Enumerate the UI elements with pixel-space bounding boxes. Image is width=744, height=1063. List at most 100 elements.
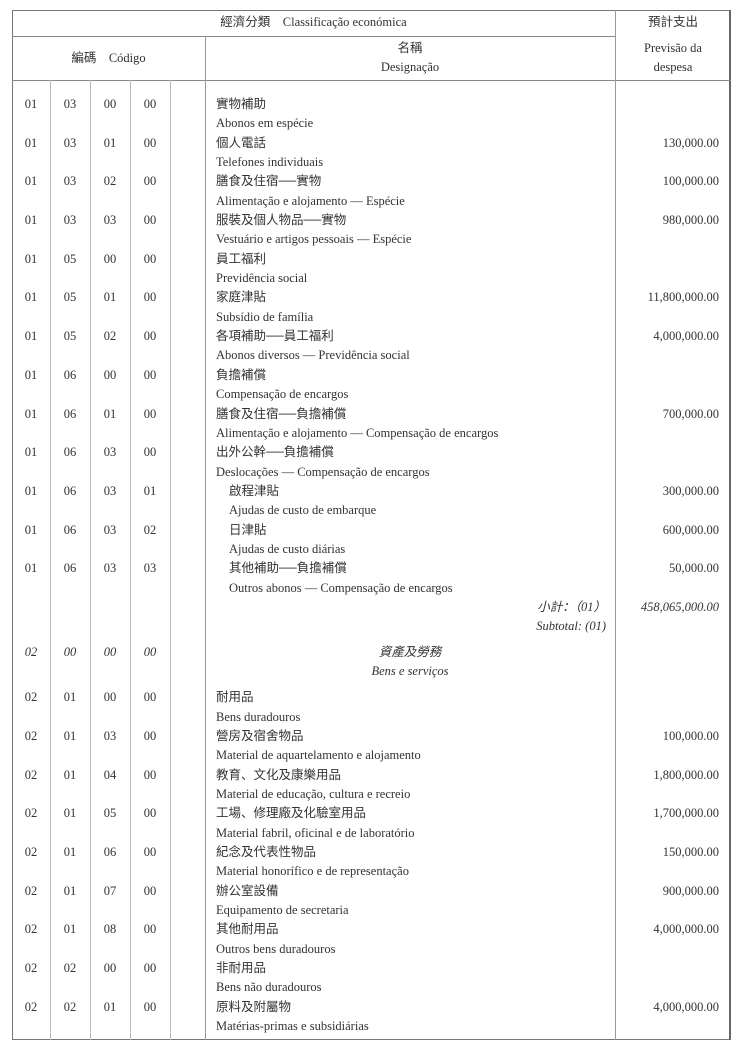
code-cell: 00 bbox=[143, 406, 157, 421]
code-cell: 00 bbox=[143, 729, 157, 743]
table-row-pt: Deslocações — Compensação de encargos bbox=[12, 463, 731, 482]
code-cell: 01 bbox=[24, 367, 38, 382]
table-row-pt: Alimentação e alojamento — Compensação d… bbox=[12, 424, 731, 443]
designation-pt: Abonos em espécie bbox=[216, 116, 314, 131]
code-cell: 00 bbox=[143, 290, 157, 305]
designation-pt: Alimentação e alojamento — Compensação d… bbox=[216, 425, 499, 440]
code-cell: 01 bbox=[24, 561, 38, 576]
code-cell: 05 bbox=[63, 290, 77, 305]
amount-cell: 11,800,000.00 bbox=[647, 290, 719, 305]
rows-group-01: 01 03 00 00 實物補助 Abonos em espécie 01 03 01 00 個人電… bbox=[12, 95, 731, 598]
table-row: 01 06 03 00 出外公幹──負擔補償 bbox=[12, 443, 731, 462]
code-cell: 05 bbox=[63, 329, 77, 344]
designation-zh: 負擔補償 bbox=[216, 367, 267, 382]
code-cell: 03 bbox=[103, 522, 117, 537]
table-row: 01 06 00 00 負擔補償 bbox=[12, 366, 731, 385]
designation-pt: Material de aquartelamento e alojamento bbox=[216, 748, 421, 763]
amount-cell: 130,000.00 bbox=[662, 135, 719, 150]
code-cell: 04 bbox=[103, 767, 117, 782]
designation-pt: Vestuário e artigos pessoais — Espécie bbox=[216, 232, 412, 247]
code-cell: 03 bbox=[63, 97, 77, 111]
table-row: 01 06 03 01 啟程津貼 300,000.00 bbox=[12, 482, 731, 501]
designation-pt: Bens não duradouros bbox=[216, 980, 322, 995]
forecast-header-pt-1: Previsão da bbox=[644, 41, 702, 55]
subtotal-label-zh: 小計：（01） bbox=[537, 599, 606, 614]
table-row-pt: Alimentação e alojamento — Espécie bbox=[12, 192, 731, 211]
code-cell: 03 bbox=[103, 213, 117, 228]
designation-pt: Telefones individuais bbox=[216, 155, 324, 170]
code-cell: 00 bbox=[143, 329, 157, 344]
code-cell: 03 bbox=[103, 445, 117, 460]
designation-zh: 實物補助 bbox=[216, 97, 267, 111]
table-row-pt: Ajudas de custo de embarque bbox=[12, 501, 731, 520]
amount-cell: 700,000.00 bbox=[662, 406, 719, 421]
table-row-pt: Previdência social bbox=[12, 269, 731, 288]
table-row: 01 05 02 00 各項補助──員工福利 4,000,000.00 bbox=[12, 327, 731, 346]
rows-group-02: 02 01 00 00 耐用品 Bens duradouros 02 01 03 00 營房及宿舍物… bbox=[12, 688, 731, 1036]
table-row: 01 05 00 00 員工福利 bbox=[12, 250, 731, 269]
amount-cell: 900,000.00 bbox=[662, 883, 719, 898]
code-cell: 02 bbox=[63, 999, 77, 1014]
table-row: 02 02 01 00 原料及附屬物 4,000,000.00 bbox=[12, 998, 731, 1017]
code-cell: 00 bbox=[143, 883, 157, 898]
code-cell: 01 bbox=[63, 806, 77, 821]
table-row: 01 03 00 00 實物補助 bbox=[12, 95, 731, 114]
designation-zh: 教育、文化及康樂用品 bbox=[216, 767, 342, 782]
code-cell: 03 bbox=[63, 213, 77, 228]
code-cell: 01 bbox=[63, 883, 77, 898]
table-row: 01 06 03 03 其他補助──負擔補償 50,000.00 bbox=[12, 559, 731, 578]
designation-pt: Material fabril, oficinal e de laboratór… bbox=[216, 825, 415, 840]
code-cell: 02 bbox=[103, 174, 117, 189]
code-cell: 07 bbox=[103, 883, 117, 898]
classification-header: 經濟分類 Classificação económica bbox=[220, 15, 407, 29]
code-cell: 00 bbox=[143, 644, 157, 659]
amount-cell: 1,700,000.00 bbox=[653, 806, 719, 821]
code-cell: 01 bbox=[103, 135, 117, 150]
designation-pt: Deslocações — Compensação de encargos bbox=[216, 464, 430, 479]
code-cell: 00 bbox=[143, 174, 157, 189]
budget-table-frame bbox=[12, 10, 731, 1040]
amount-cell: 1,800,000.00 bbox=[653, 767, 719, 782]
designation-header-zh: 名稱 bbox=[397, 41, 423, 55]
amount-cell: 300,000.00 bbox=[662, 483, 719, 498]
code-cell: 00 bbox=[143, 922, 157, 937]
column-divider-designation bbox=[205, 36, 206, 1040]
subtotal-row: 小計：（01） 458,065,000.00 bbox=[12, 598, 731, 617]
code-cell: 00 bbox=[143, 251, 157, 266]
code-cell: 02 bbox=[24, 883, 38, 898]
code-cell: 02 bbox=[24, 644, 38, 659]
code-cell: 00 bbox=[143, 135, 157, 150]
code-cell: 00 bbox=[143, 690, 157, 705]
amount-cell: 600,000.00 bbox=[662, 522, 719, 537]
code-cell: 03 bbox=[103, 483, 117, 498]
table-row-pt: Telefones individuais bbox=[12, 153, 731, 172]
code-cell: 01 bbox=[143, 483, 157, 498]
designation-zh: 膳食及住宿──負擔補償 bbox=[216, 406, 347, 421]
code-cell: 02 bbox=[24, 961, 38, 976]
table-row: 01 03 03 00 服裝及個人物品──實物 980,000.00 bbox=[12, 211, 731, 230]
code-cell: 05 bbox=[103, 806, 117, 821]
code-cell: 00 bbox=[143, 961, 157, 976]
code-cell: 01 bbox=[24, 445, 38, 460]
code-cell: 02 bbox=[143, 522, 157, 537]
designation-pt: Compensação de encargos bbox=[216, 387, 349, 402]
code-cell: 01 bbox=[24, 135, 38, 150]
column-divider-amount bbox=[615, 10, 616, 1040]
designation-zh: 原料及附屬物 bbox=[216, 999, 292, 1014]
code-cell: 01 bbox=[24, 522, 38, 537]
table-row-pt: Material de aquartelamento e alojamento bbox=[12, 746, 731, 765]
code-cell: 03 bbox=[63, 174, 77, 189]
code-cell: 01 bbox=[24, 406, 38, 421]
table-row: 02 01 05 00 工場、修理廠及化驗室用品 1,700,000.00 bbox=[12, 804, 731, 823]
designation-zh: 員工福利 bbox=[216, 251, 267, 266]
code-cell: 06 bbox=[63, 561, 77, 576]
subtotal-amount: 458,065,000.00 bbox=[640, 599, 719, 614]
code-cell: 00 bbox=[103, 367, 117, 382]
table-row-pt: Compensação de encargos bbox=[12, 385, 731, 404]
code-cell: 06 bbox=[63, 522, 77, 537]
code-cell: 01 bbox=[103, 406, 117, 421]
designation-pt: Material de educação, cultura e recreio bbox=[216, 787, 411, 802]
amount-cell: 100,000.00 bbox=[662, 729, 719, 743]
table-row-pt: Outros bens duradouros bbox=[12, 940, 731, 959]
designation-zh: 其他耐用品 bbox=[216, 922, 279, 937]
